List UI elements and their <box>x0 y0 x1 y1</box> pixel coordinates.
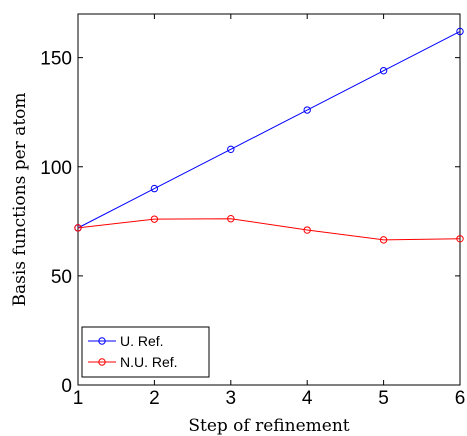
series-layer <box>74 27 464 244</box>
y-tick-label: 150 <box>40 49 72 70</box>
series-line <box>77 218 461 241</box>
data-point <box>227 145 235 154</box>
legend: U. Ref. N.U. Ref. <box>81 326 210 378</box>
legend-label: U. Ref. <box>120 333 164 349</box>
series-2 <box>74 215 464 244</box>
x-axis-label: Step of refinement <box>188 416 349 436</box>
data-point <box>303 226 311 234</box>
y-tick-label: 0 <box>61 376 72 397</box>
x-tick-label: 1 <box>73 388 84 409</box>
data-point <box>74 224 82 232</box>
x-tick-label: 4 <box>302 388 313 409</box>
x-tick-label: 6 <box>455 388 466 409</box>
data-point <box>227 215 235 223</box>
data-point <box>456 235 464 243</box>
data-point <box>379 67 388 75</box>
y-tick-label: 100 <box>40 158 72 179</box>
x-axis-ticks: 1 2 3 4 5 6 <box>73 14 466 409</box>
legend-marker <box>98 358 106 366</box>
data-point <box>379 236 388 244</box>
series-line <box>77 31 461 229</box>
data-point <box>303 106 311 114</box>
x-tick-label: 2 <box>149 388 160 409</box>
y-axis-ticks: 0 50 100 150 <box>40 49 460 397</box>
legend-entry: N.U. Ref. <box>88 354 178 370</box>
y-axis-label: Basis functions per atom <box>10 92 30 306</box>
data-point <box>150 215 159 223</box>
legend-marker <box>98 337 106 345</box>
data-point <box>150 184 159 193</box>
x-tick-label: 5 <box>378 388 389 409</box>
data-point <box>456 27 464 36</box>
y-tick-label: 50 <box>51 267 72 288</box>
plot-frame <box>77 13 461 386</box>
legend-entry: U. Ref. <box>88 333 164 349</box>
plot-area <box>77 13 461 386</box>
series-1 <box>74 27 464 232</box>
legend-label: N.U. Ref. <box>120 354 178 370</box>
legend-box <box>81 326 210 378</box>
x-tick-label: 3 <box>226 388 237 409</box>
